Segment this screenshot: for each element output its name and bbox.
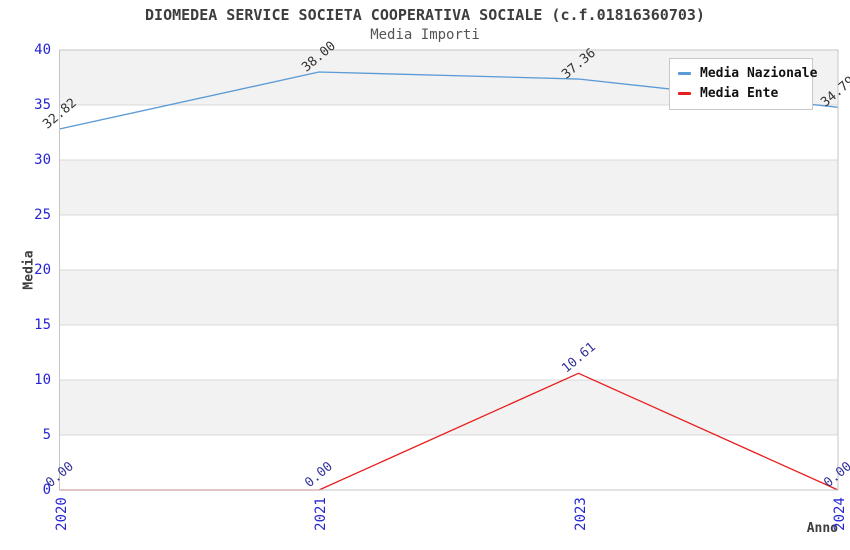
chart-subtitle: Media Importi <box>370 27 480 43</box>
x-tick-label: 2021 <box>313 497 329 531</box>
x-tick-label: 2020 <box>53 497 70 531</box>
plot-band <box>59 160 838 215</box>
legend-item: Media Ente <box>678 87 804 100</box>
y-tick-label: 20 <box>34 262 51 278</box>
y-tick-label: 5 <box>42 427 51 443</box>
y-tick-label: 30 <box>34 152 51 168</box>
plot-band <box>59 215 838 270</box>
y-tick-label: 40 <box>34 42 51 58</box>
legend-line-swatch-icon <box>678 92 691 95</box>
plot-band <box>59 270 838 325</box>
plot-border <box>59 49 839 491</box>
plot-band <box>59 435 838 490</box>
x-tick-label: 2023 <box>572 497 589 531</box>
legend-label: Media Nazionale <box>700 66 818 81</box>
legend-item: Media Nazionale <box>678 67 817 80</box>
y-tick-label: 15 <box>34 317 51 333</box>
legend: Media Nazionale Media Ente <box>669 58 817 110</box>
y-tick-label: 0 <box>42 482 51 498</box>
plot-band <box>59 105 838 160</box>
legend-line-swatch-icon <box>678 72 691 75</box>
plot-band <box>59 380 838 435</box>
y-tick-label: 35 <box>34 97 51 113</box>
y-tick-label: 10 <box>34 372 51 388</box>
y-tick-label: 25 <box>34 207 51 223</box>
legend-label: Media Ente <box>700 86 779 101</box>
plot-band <box>59 325 838 380</box>
x-axis-label: Anno <box>806 521 838 536</box>
chart-title: DIOMEDEA SERVICE SOCIETA COOPERATIVA SOC… <box>145 6 705 24</box>
x-tick-label: 2024 <box>832 497 848 531</box>
